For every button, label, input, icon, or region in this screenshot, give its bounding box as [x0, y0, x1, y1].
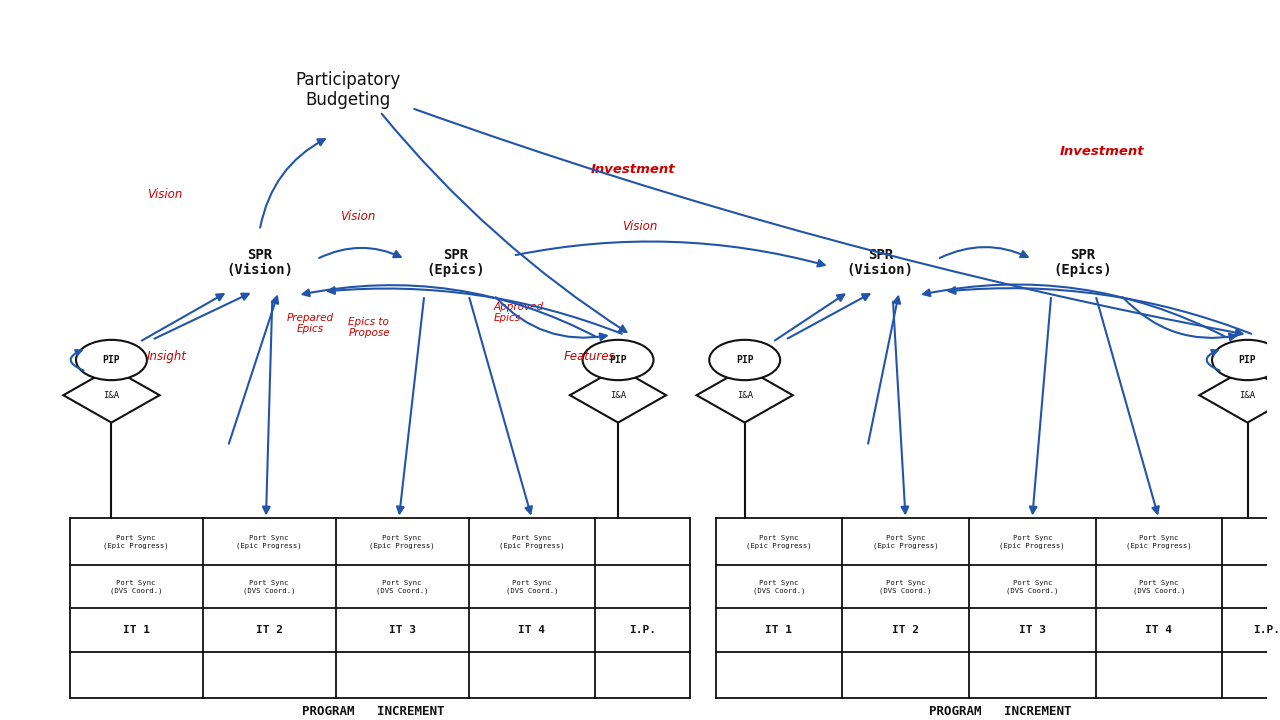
Text: Insight: Insight — [147, 350, 187, 363]
Text: Port Sync
(DVS Coord.): Port Sync (DVS Coord.) — [753, 580, 805, 593]
Text: Port Sync
(DVS Coord.): Port Sync (DVS Coord.) — [879, 580, 932, 593]
Text: Vision: Vision — [147, 188, 182, 201]
Text: Port Sync
(Epic Progress): Port Sync (Epic Progress) — [746, 535, 812, 549]
Text: I.P.: I.P. — [1253, 625, 1280, 635]
Text: IT 4: IT 4 — [1146, 625, 1172, 635]
Text: IT 1: IT 1 — [123, 625, 150, 635]
Circle shape — [709, 340, 781, 380]
Circle shape — [76, 340, 147, 380]
Text: IT 4: IT 4 — [518, 625, 545, 635]
Text: Approved
Epics: Approved Epics — [494, 302, 544, 323]
Text: Port Sync
(Epic Progress): Port Sync (Epic Progress) — [499, 535, 564, 549]
Text: SPR
(Vision): SPR (Vision) — [846, 248, 914, 277]
Text: Port Sync
(DVS Coord.): Port Sync (DVS Coord.) — [110, 580, 163, 593]
Text: Port Sync
(DVS Coord.): Port Sync (DVS Coord.) — [243, 580, 296, 593]
Text: Vision: Vision — [340, 210, 375, 222]
Text: Participatory
Budgeting: Participatory Budgeting — [296, 71, 401, 109]
Text: I&A: I&A — [104, 391, 119, 400]
Text: Port Sync
(Epic Progress): Port Sync (Epic Progress) — [370, 535, 435, 549]
Text: PIP: PIP — [102, 355, 120, 365]
Text: SPR
(Epics): SPR (Epics) — [1053, 248, 1112, 277]
Text: PIP: PIP — [736, 355, 754, 365]
Text: Port Sync
(Epic Progress): Port Sync (Epic Progress) — [1126, 535, 1192, 549]
Text: SPR
(Vision): SPR (Vision) — [227, 248, 293, 277]
Text: IT 1: IT 1 — [765, 625, 792, 635]
Circle shape — [582, 340, 654, 380]
Text: Vision: Vision — [622, 220, 657, 233]
Polygon shape — [1199, 368, 1280, 423]
Text: IT 2: IT 2 — [256, 625, 283, 635]
Text: Port Sync
(Epic Progress): Port Sync (Epic Progress) — [1000, 535, 1065, 549]
Text: SPR
(Epics): SPR (Epics) — [426, 248, 485, 277]
Text: Features: Features — [563, 350, 616, 363]
Text: I&A: I&A — [1239, 391, 1256, 400]
Polygon shape — [696, 368, 792, 423]
Text: Port Sync
(DVS Coord.): Port Sync (DVS Coord.) — [1133, 580, 1185, 593]
Text: Port Sync
(DVS Coord.): Port Sync (DVS Coord.) — [1006, 580, 1059, 593]
Text: Port Sync
(Epic Progress): Port Sync (Epic Progress) — [237, 535, 302, 549]
Text: Investment: Investment — [1060, 145, 1144, 158]
Text: Prepared
Epics: Prepared Epics — [287, 313, 334, 334]
Text: Port Sync
(Epic Progress): Port Sync (Epic Progress) — [104, 535, 169, 549]
Polygon shape — [570, 368, 666, 423]
Text: IT 2: IT 2 — [892, 625, 919, 635]
Text: IT 3: IT 3 — [389, 625, 416, 635]
Text: Port Sync
(Epic Progress): Port Sync (Epic Progress) — [873, 535, 938, 549]
Text: I&A: I&A — [736, 391, 753, 400]
Text: I&A: I&A — [611, 391, 626, 400]
Text: PROGRAM   INCREMENT: PROGRAM INCREMENT — [929, 705, 1071, 718]
Text: PROGRAM   INCREMENT: PROGRAM INCREMENT — [302, 705, 445, 718]
Text: PIP: PIP — [1239, 355, 1256, 365]
Polygon shape — [63, 368, 160, 423]
Circle shape — [1212, 340, 1280, 380]
Text: Epics to
Propose: Epics to Propose — [348, 317, 390, 338]
Text: Investment: Investment — [591, 163, 676, 176]
Text: I.P.: I.P. — [630, 625, 657, 635]
Text: Port Sync
(DVS Coord.): Port Sync (DVS Coord.) — [506, 580, 558, 593]
Text: PIP: PIP — [609, 355, 627, 365]
Text: Port Sync
(DVS Coord.): Port Sync (DVS Coord.) — [376, 580, 429, 593]
Text: IT 3: IT 3 — [1019, 625, 1046, 635]
